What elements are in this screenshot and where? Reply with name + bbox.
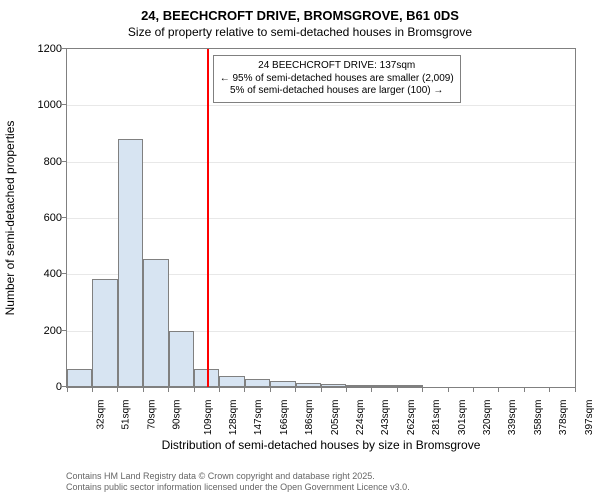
- chart-subtitle: Size of property relative to semi-detach…: [0, 25, 600, 39]
- gridline: [67, 218, 575, 219]
- bar: [245, 379, 270, 387]
- x-tick-mark: [270, 387, 271, 392]
- chart-title: 24, BEECHCROFT DRIVE, BROMSGROVE, B61 0D…: [0, 8, 600, 23]
- x-tick-label: 358sqm: [533, 400, 544, 436]
- x-tick-label: 205sqm: [330, 400, 341, 436]
- chart-container: 24, BEECHCROFT DRIVE, BROMSGROVE, B61 0D…: [0, 0, 600, 500]
- x-tick-label: 378sqm: [558, 400, 569, 436]
- x-tick-mark: [371, 387, 372, 392]
- y-tick-label: 1000: [22, 99, 62, 111]
- x-tick-mark: [346, 387, 347, 392]
- bar: [169, 331, 194, 387]
- bar: [346, 385, 371, 387]
- bar: [372, 385, 397, 387]
- x-tick-label: 243sqm: [380, 400, 391, 436]
- x-tick-label: 147sqm: [253, 400, 264, 436]
- x-tick-mark: [524, 387, 525, 392]
- bar: [92, 279, 117, 387]
- x-tick-label: 32sqm: [96, 400, 107, 430]
- annotation-box: 24 BEECHCROFT DRIVE: 137sqm ← 95% of sem…: [213, 55, 461, 103]
- x-tick-mark: [168, 387, 169, 392]
- x-tick-label: 281sqm: [431, 400, 442, 436]
- x-tick-mark: [194, 387, 195, 392]
- bar: [397, 385, 422, 387]
- reference-line: [207, 49, 209, 387]
- x-tick-label: 339sqm: [507, 400, 518, 436]
- x-tick-mark: [92, 387, 93, 392]
- footer-line2: Contains public sector information licen…: [66, 482, 410, 494]
- x-tick-label: 109sqm: [203, 400, 214, 436]
- x-tick-mark: [67, 387, 68, 392]
- x-tick-mark: [244, 387, 245, 392]
- y-tick-label: 400: [22, 268, 62, 280]
- x-tick-label: 90sqm: [172, 400, 183, 430]
- x-tick-label: 166sqm: [279, 400, 290, 436]
- x-tick-label: 301sqm: [457, 400, 468, 436]
- x-tick-mark: [143, 387, 144, 392]
- gridline: [67, 162, 575, 163]
- x-tick-mark: [117, 387, 118, 392]
- x-tick-mark: [575, 387, 576, 392]
- x-tick-mark: [473, 387, 474, 392]
- x-tick-label: 320sqm: [482, 400, 493, 436]
- y-tick-label: 1200: [22, 43, 62, 55]
- bar: [270, 381, 295, 387]
- x-tick-mark: [549, 387, 550, 392]
- x-axis-label: Distribution of semi-detached houses by …: [66, 438, 576, 452]
- gridline: [67, 105, 575, 106]
- y-tick-label: 800: [22, 156, 62, 168]
- annotation-line1: 24 BEECHCROFT DRIVE: 137sqm: [220, 60, 454, 73]
- footer-line1: Contains HM Land Registry data © Crown c…: [66, 471, 410, 483]
- x-tick-mark: [219, 387, 220, 392]
- bar: [321, 384, 346, 387]
- bar: [118, 139, 143, 387]
- x-tick-label: 186sqm: [304, 400, 315, 436]
- x-tick-label: 70sqm: [146, 400, 157, 430]
- x-tick-label: 51sqm: [121, 400, 132, 430]
- plot-area: 24 BEECHCROFT DRIVE: 137sqm ← 95% of sem…: [66, 48, 576, 388]
- annotation-line3: 5% of semi-detached houses are larger (1…: [220, 85, 454, 98]
- x-tick-label: 224sqm: [355, 400, 366, 436]
- footer: Contains HM Land Registry data © Crown c…: [66, 471, 410, 494]
- x-tick-mark: [498, 387, 499, 392]
- x-tick-mark: [321, 387, 322, 392]
- x-tick-label: 262sqm: [406, 400, 417, 436]
- title-block: 24, BEECHCROFT DRIVE, BROMSGROVE, B61 0D…: [0, 8, 600, 39]
- y-tick-label: 0: [22, 381, 62, 393]
- x-tick-mark: [448, 387, 449, 392]
- annotation-line2: ← 95% of semi-detached houses are smalle…: [220, 73, 454, 86]
- bar: [143, 259, 168, 387]
- x-tick-mark: [397, 387, 398, 392]
- x-tick-mark: [422, 387, 423, 392]
- x-tick-label: 128sqm: [228, 400, 239, 436]
- y-tick-label: 200: [22, 325, 62, 337]
- y-axis-label: Number of semi-detached properties: [3, 121, 17, 316]
- x-tick-label: 397sqm: [584, 400, 595, 436]
- bar: [67, 369, 92, 387]
- bar: [296, 383, 321, 387]
- bar: [219, 376, 244, 387]
- y-tick-label: 600: [22, 212, 62, 224]
- x-tick-mark: [295, 387, 296, 392]
